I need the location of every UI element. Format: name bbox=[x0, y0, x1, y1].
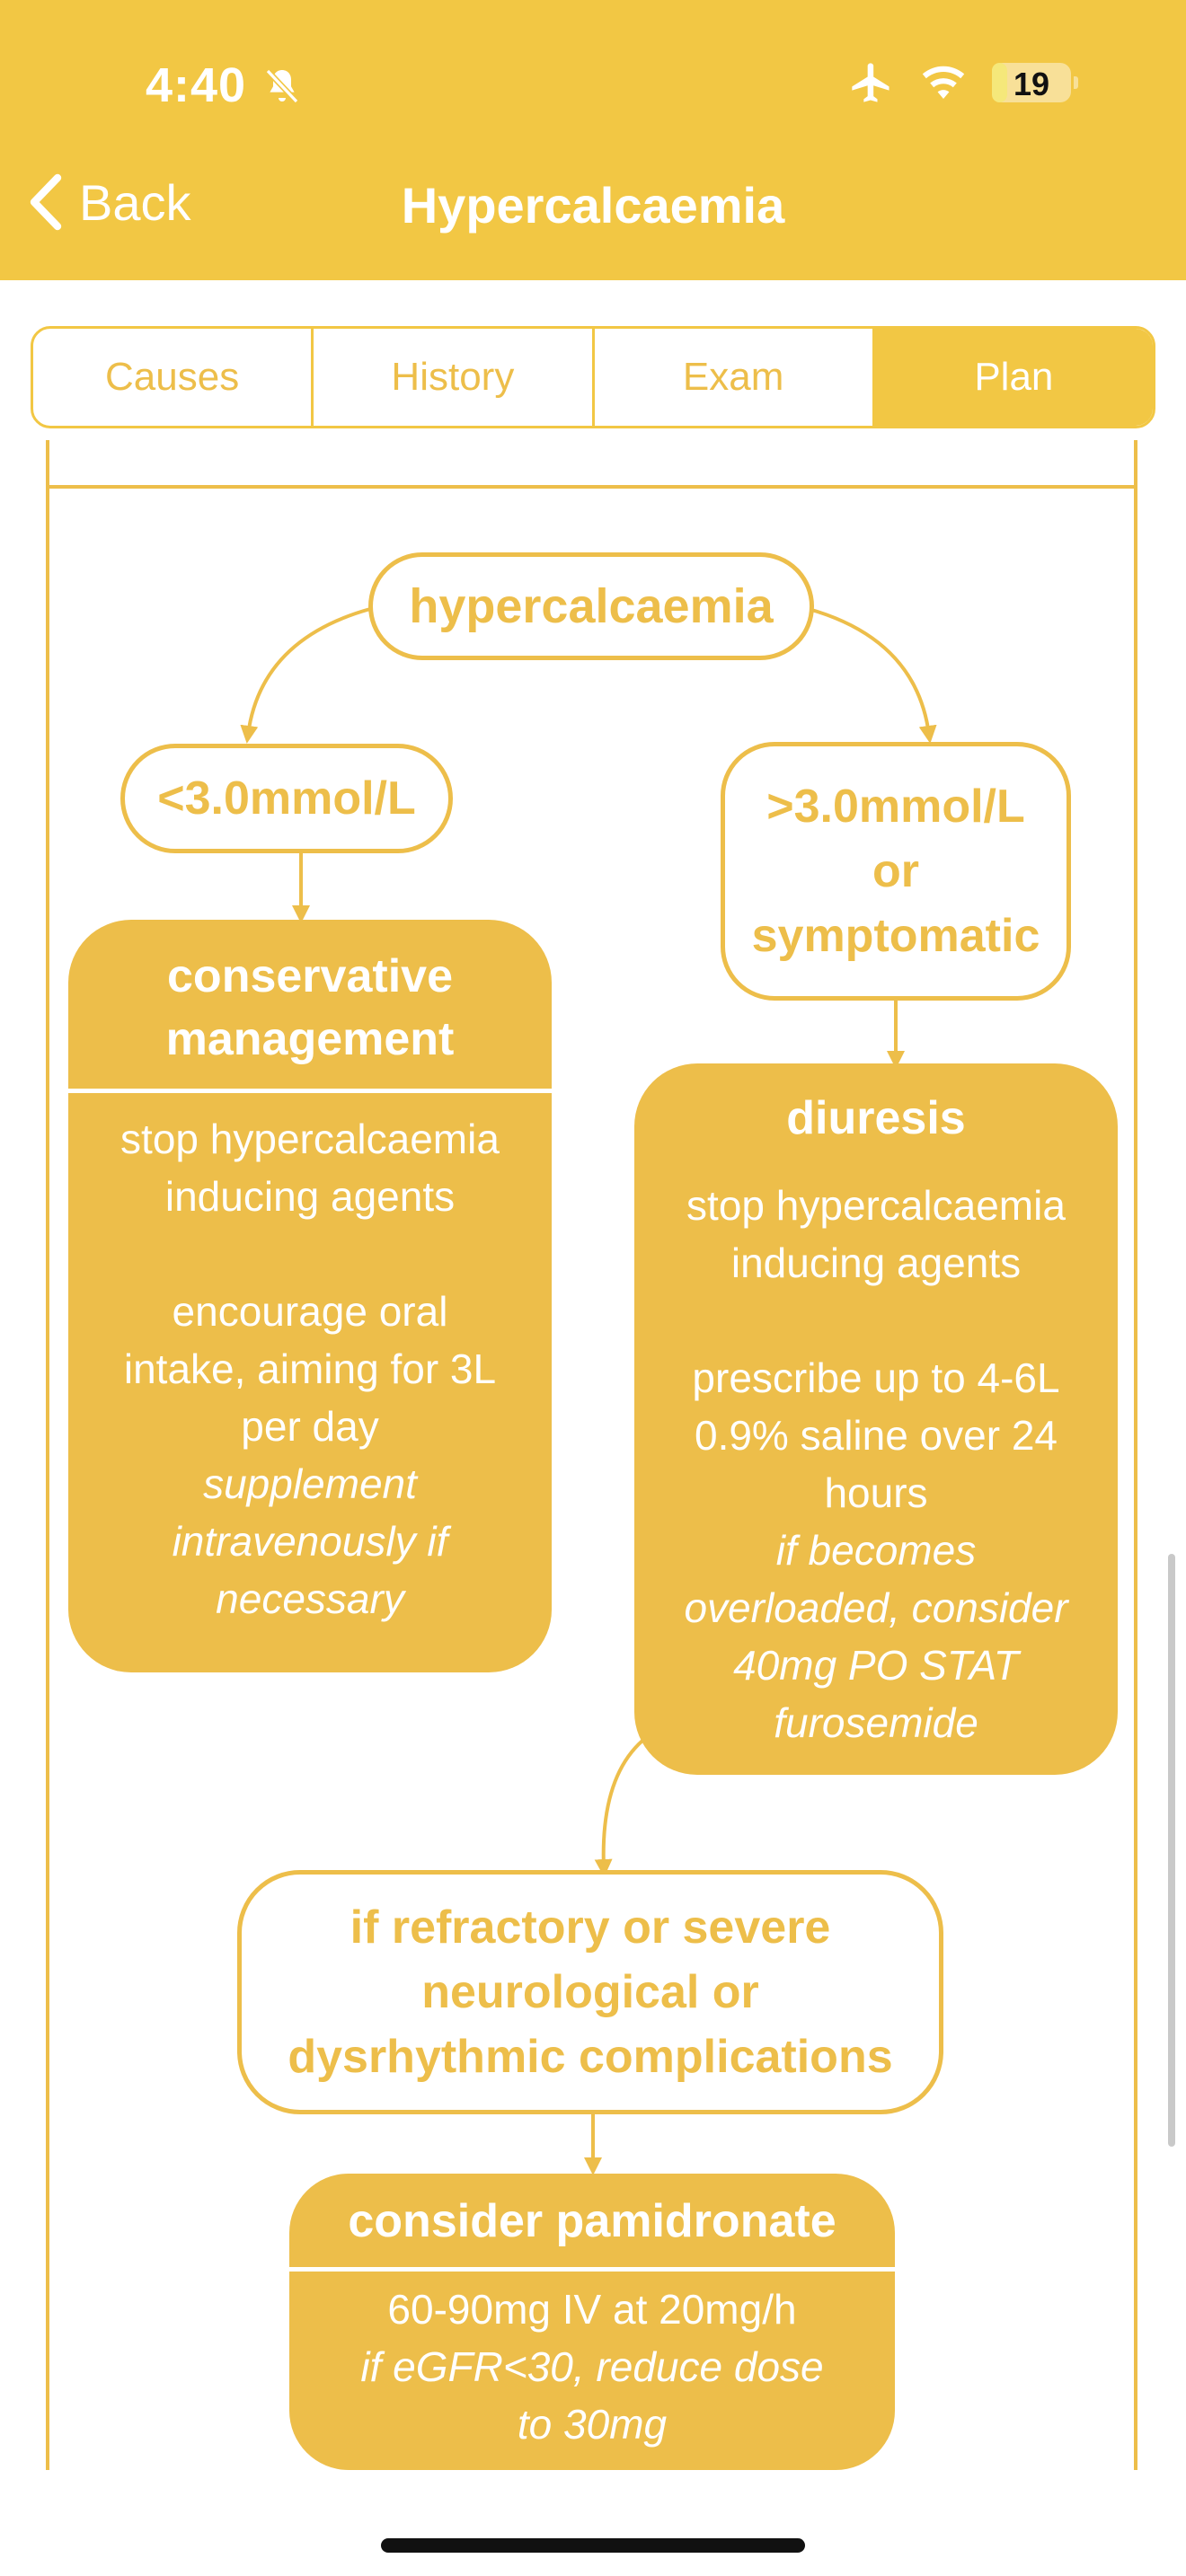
conservative-note: supplement bbox=[203, 1460, 417, 1507]
page-title: Hypercalcaemia bbox=[401, 177, 785, 234]
diuresis-note: overloaded, consider bbox=[684, 1584, 1068, 1631]
node-above-3-line2: or bbox=[872, 845, 919, 897]
pamidronate-title: consider pamidronate bbox=[289, 2174, 895, 2272]
conservative-line: per day bbox=[241, 1403, 379, 1450]
diuresis-line: stop hypercalcaemia bbox=[686, 1182, 1066, 1229]
refractory-line1: if refractory or severe bbox=[350, 1901, 831, 1954]
diuresis-title: diuresis bbox=[634, 1063, 1118, 1170]
diuresis-note: 40mg PO STAT bbox=[733, 1642, 1019, 1689]
node-hypercalcaemia-label: hypercalcaemia bbox=[409, 579, 774, 633]
diuresis-note: furosemide bbox=[774, 1699, 978, 1746]
conservative-line: encourage oral bbox=[172, 1288, 448, 1335]
conservative-title-line1: conservative bbox=[167, 950, 453, 1002]
tab-exam[interactable]: Exam bbox=[595, 329, 875, 426]
diuresis-line: hours bbox=[824, 1469, 928, 1516]
pamidronate-line: 60-90mg IV at 20mg/h bbox=[387, 2286, 797, 2333]
back-label: Back bbox=[79, 173, 191, 231]
node-refractory: if refractory or severe neurological or … bbox=[237, 1870, 943, 2114]
battery-icon: 19 bbox=[992, 63, 1078, 102]
flowchart-connectors bbox=[46, 440, 1137, 2470]
diuresis-line: inducing agents bbox=[730, 1239, 1022, 1286]
header: 4:40 19 Back Hypercalcaemia bbox=[0, 0, 1186, 280]
box-diuresis-body: stop hypercalcaemia inducing agents pres… bbox=[634, 1159, 1118, 1775]
node-hypercalcaemia: hypercalcaemia bbox=[368, 552, 814, 660]
conservative-body: stop hypercalcaemia inducing agents enco… bbox=[68, 1110, 552, 1628]
node-above-3-line3: symptomatic bbox=[751, 910, 1040, 962]
refractory-line2: neurological or bbox=[421, 1966, 759, 2018]
box-conservative-body: stop hypercalcaemia inducing agents enco… bbox=[68, 1096, 552, 1672]
flowchart: hypercalcaemia <3.0mmol/L >3.0mmol/L or … bbox=[0, 440, 1186, 2470]
scrollbar[interactable] bbox=[1168, 1554, 1175, 2147]
wifi-icon bbox=[922, 66, 965, 99]
node-below-3-label: <3.0mmol/L bbox=[157, 772, 416, 825]
diuresis-body: stop hypercalcaemia inducing agents pres… bbox=[634, 1159, 1118, 1751]
conservative-line: intake, aiming for 3L bbox=[123, 1345, 497, 1392]
refractory-line3: dysrhythmic complications bbox=[288, 2031, 893, 2083]
tab-history[interactable]: History bbox=[314, 329, 595, 426]
box-pamidronate: consider pamidronate 60-90mg IV at 20mg/… bbox=[289, 2174, 895, 2470]
spacer bbox=[68, 1225, 552, 1283]
diuresis-line: prescribe up to 4-6L bbox=[692, 1354, 1060, 1401]
spacer bbox=[634, 1292, 1118, 1349]
conservative-note: necessary bbox=[216, 1575, 404, 1622]
node-above-3: >3.0mmol/L or symptomatic bbox=[721, 742, 1071, 1001]
tab-plan[interactable]: Plan bbox=[874, 329, 1153, 426]
status-time: 4:40 bbox=[146, 58, 247, 112]
battery-fill bbox=[992, 63, 1007, 102]
airplane-icon bbox=[852, 63, 890, 102]
status-indicators: 19 bbox=[848, 59, 1078, 106]
conservative-title-line2: management bbox=[165, 1013, 455, 1065]
battery-tip bbox=[1074, 76, 1078, 89]
conservative-line: inducing agents bbox=[164, 1173, 456, 1220]
pamidronate-note: if eGFR<30, reduce dose bbox=[360, 2343, 824, 2390]
node-above-3-line1: >3.0mmol/L bbox=[766, 781, 1025, 833]
back-button[interactable]: Back bbox=[27, 172, 191, 232]
tab-causes[interactable]: Causes bbox=[33, 329, 314, 426]
bell-muted-icon bbox=[265, 68, 299, 104]
conservative-title: conservative management bbox=[68, 920, 552, 1093]
diuresis-line: 0.9% saline over 24 bbox=[694, 1412, 1058, 1459]
diuresis-note: if becomes bbox=[775, 1527, 977, 1574]
segmented-tabs: Causes History Exam Plan bbox=[31, 326, 1155, 428]
conservative-note: intravenously if bbox=[172, 1518, 448, 1565]
pamidronate-body: 60-90mg IV at 20mg/h if eGFR<30, reduce … bbox=[289, 2272, 895, 2453]
chevron-left-icon bbox=[30, 173, 62, 231]
pamidronate-note: to 30mg bbox=[517, 2401, 668, 2448]
battery-level: 19 bbox=[1013, 66, 1050, 102]
conservative-line: stop hypercalcaemia bbox=[120, 1116, 500, 1162]
home-indicator[interactable] bbox=[381, 2538, 805, 2553]
node-below-3: <3.0mmol/L bbox=[120, 744, 453, 853]
